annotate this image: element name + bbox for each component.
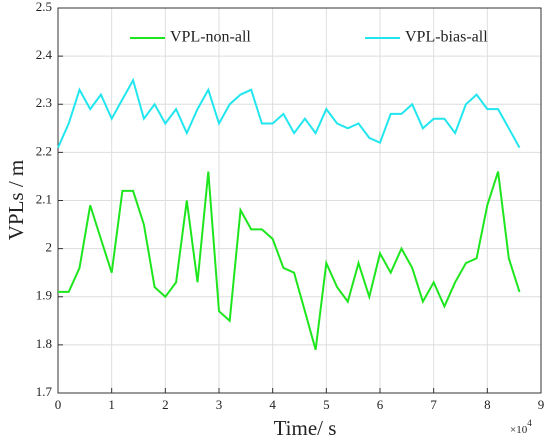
y-tick-label: 1.8 <box>36 336 52 351</box>
x-tick-label: 9 <box>538 397 545 412</box>
x-multiplier: ×104 <box>510 418 532 435</box>
y-tick-label: 1.7 <box>36 384 53 399</box>
y-tick-label: 2 <box>46 240 53 255</box>
plot-frame <box>57 7 542 394</box>
x-tick-label: 8 <box>484 397 491 412</box>
y-tick-label: 2.4 <box>36 47 53 62</box>
multiplier-base: ×10 <box>510 424 528 436</box>
y-tick-label: 2.1 <box>36 191 52 206</box>
x-tick-label: 2 <box>162 397 169 412</box>
x-tick-label: 7 <box>430 397 437 412</box>
x-axis-label: Time/ s <box>274 416 337 440</box>
legend-label: VPL-non-all <box>170 29 251 46</box>
y-axis-label: VPLs / m <box>4 160 28 241</box>
x-tick-label: 4 <box>269 397 276 412</box>
x-tick-label: 6 <box>377 397 384 412</box>
series-line <box>58 171 521 350</box>
x-tick-label: 3 <box>216 397 223 412</box>
x-tick-label: 0 <box>55 397 62 412</box>
series-line <box>57 77 521 149</box>
y-tick-label: 2.3 <box>36 95 52 110</box>
y-tick-label: 2.5 <box>36 0 52 14</box>
y-tick-label: 1.9 <box>36 288 52 303</box>
legend-label: VPL-bias-all <box>405 29 488 46</box>
x-tick-label: 5 <box>323 397 330 412</box>
y-tick-label: 2.2 <box>36 143 52 158</box>
multiplier-exponent: 4 <box>527 418 532 428</box>
x-tick-label: 1 <box>108 397 115 412</box>
